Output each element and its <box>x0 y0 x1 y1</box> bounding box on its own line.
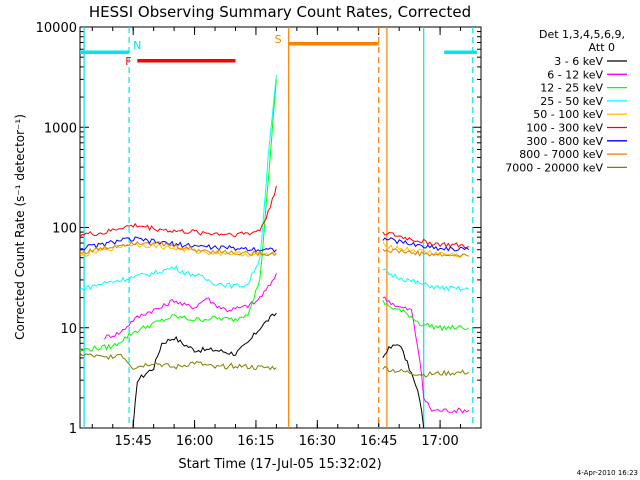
x-tick-label: 16:00 <box>176 434 213 449</box>
y-tick-label: 100 <box>52 222 77 237</box>
flag-label: N <box>133 39 141 52</box>
footer-timestamp: 4-Apr-2010 16:23 <box>577 469 638 477</box>
series-line <box>382 241 469 258</box>
x-tick-label: 16:15 <box>237 434 274 449</box>
series-line <box>79 75 277 292</box>
x-tick-label: 16:30 <box>299 434 336 449</box>
y-tick-label: 1 <box>69 422 77 437</box>
series-line <box>79 352 277 371</box>
plot-area: 15:45 16:00 16:15 16:30 16:45 17:00 1 10 100 1000… <box>36 21 482 449</box>
legend-label: 6 - 12 keV <box>547 68 603 81</box>
legend-label: 300 - 800 keV <box>526 135 603 148</box>
x-tick-label: 17:00 <box>421 434 458 449</box>
series-line <box>382 237 470 252</box>
legend-label: 7000 - 20000 keV <box>505 161 603 174</box>
legend-header: Det 1,3,4,5,6,9, <box>539 28 625 41</box>
series-line <box>382 299 470 332</box>
x-tick-label: 15:45 <box>114 434 151 449</box>
legend-label: 800 - 7000 keV <box>519 148 603 161</box>
series-line <box>79 236 277 253</box>
y-axis-label: Corrected Count Rate (s⁻¹ detector⁻¹) <box>13 114 27 340</box>
legend-label: 25 - 50 keV <box>540 95 603 108</box>
series-line <box>79 242 277 258</box>
series-line <box>382 231 469 249</box>
y-tick-label: 1000 <box>44 121 77 136</box>
series-line <box>132 312 277 427</box>
legend-label: 3 - 6 keV <box>554 55 603 68</box>
series-line <box>382 248 469 259</box>
series-line <box>382 365 470 378</box>
series-line <box>382 344 425 429</box>
series-line <box>79 185 277 238</box>
legend-label: 12 - 25 keV <box>540 82 603 95</box>
legend-label: 50 - 100 keV <box>533 108 603 121</box>
series-line <box>79 79 277 352</box>
legend-label: 100 - 300 keV <box>526 122 603 135</box>
x-axis-label: Start Time (17-Jul-05 15:32:02) <box>178 457 381 472</box>
chart-title: HESSI Observing Summary Count Rates, Cor… <box>89 3 471 21</box>
y-tick-label: 10000 <box>36 21 77 36</box>
series-line <box>104 273 277 340</box>
x-tick-label: 16:45 <box>360 434 397 449</box>
flag-label: S <box>275 33 282 46</box>
y-tick-label: 10 <box>60 322 77 337</box>
series-line <box>382 296 470 414</box>
series-line <box>382 268 470 292</box>
flag-label: F <box>125 55 131 68</box>
legend-header: Att 0 <box>589 41 615 54</box>
series-line <box>79 241 277 257</box>
